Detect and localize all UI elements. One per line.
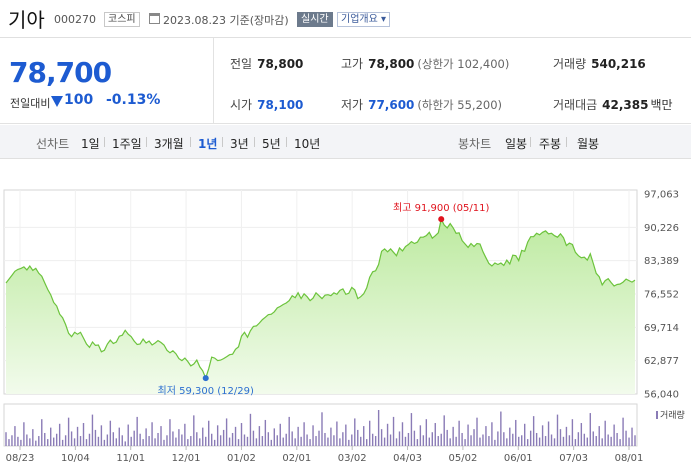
period-toolbar: 선차트 1일 1주일 3개월 1년 3년 5년 10년 봉차트 일봉 주봉 월봉 [0,125,691,159]
x-tick-label: 01/02 [227,453,256,464]
x-tick-label: 10/04 [61,453,90,464]
line-chart-label: 선차트 [36,137,70,151]
y-tick-label: 62,877 [644,356,679,367]
x-tick-label: 08/01 [615,453,644,464]
high-cell: 고가 78,800 (상한가 102,400) [341,55,509,72]
y-tick-label: 90,226 [644,223,679,234]
volume-legend: 거래량 [656,408,685,421]
candle-daily[interactable]: 일봉 [505,137,528,151]
separator [222,137,223,147]
divider [213,38,214,124]
y-tick-label: 76,552 [644,290,679,301]
volume-value: 540,216 [591,57,646,71]
price-line [5,217,636,380]
price-area [6,219,635,394]
open-cell: 시가 78,100 [230,96,303,113]
y-tick-label: 69,714 [644,323,679,334]
x-tick-label: 08/23 [6,453,35,464]
quote-date: 2023.08.23 기준(장마감) [163,14,289,27]
period-10y[interactable]: 10년 [294,137,321,151]
x-tick-label: 04/03 [393,453,422,464]
lower-limit: (하한가 55,200) [417,98,503,112]
candle-chart-label: 봉차트 [458,137,492,151]
period-1w[interactable]: 1주일 [112,137,142,151]
price-chart[interactable]: 97,063 90,226 83,389 76,552 69,714 62,877 56,0… [0,186,691,471]
amount-cell: 거래대금 42,385 백만 [553,96,673,113]
separator [566,137,567,147]
y-tick-label: 56,040 [644,390,679,401]
separator [104,137,105,147]
separator [146,137,147,147]
x-tick-label: 12/01 [172,453,201,464]
volume-cell: 거래량 540,216 [553,55,646,72]
y-tick-label: 83,389 [644,256,679,267]
period-5y[interactable]: 5년 [262,137,281,151]
amount-label: 거래대금 [553,98,598,112]
down-arrow-icon [51,96,63,107]
period-3y[interactable]: 3년 [230,137,249,151]
volume-frame [3,403,638,447]
low-value: 77,600 [368,98,415,112]
x-tick-label: 07/03 [559,453,588,464]
y-tick-label: 97,063 [644,190,679,201]
candle-weekly[interactable]: 주봉 [539,137,562,151]
prev-close-cell: 전일 78,800 [230,55,303,72]
high-marker [438,216,445,223]
x-tick-label: 02/01 [282,453,311,464]
amount-unit: 백만 [650,98,673,112]
separator [254,137,255,147]
x-tick-label: 06/01 [504,453,533,464]
corp-info-dropdown[interactable]: 기업개요 ▾ [337,12,390,27]
x-tick-label: 03/02 [338,453,367,464]
upper-limit: (상한가 102,400) [417,57,510,71]
realtime-button[interactable]: 실시간 [297,12,333,27]
open-label: 시가 [230,98,253,112]
stock-name: 기아 [8,8,45,32]
period-1d[interactable]: 1일 [81,137,100,151]
change-percent: -0.13% [106,92,161,108]
x-tick-label: 05/02 [448,453,477,464]
amount-value: 42,385 [602,98,649,112]
low-label: 저가 [341,98,364,112]
x-tick-label: 11/01 [116,453,145,464]
separator [190,137,191,147]
stock-code: 000270 [54,13,96,26]
prev-close-value: 78,800 [257,57,304,71]
high-annotation: 최고 91,900 (05/11) [393,202,489,214]
volume-label: 거래량 [553,57,587,71]
change-value: 100 [64,92,94,108]
low-annotation: 최저 59,300 (12/29) [158,385,254,397]
low-cell: 저가 77,600 (하한가 55,200) [341,96,502,113]
high-value: 78,800 [368,57,415,71]
low-marker [202,375,209,382]
candle-monthly[interactable]: 월봉 [577,137,600,151]
prev-close-label: 전일 [230,57,253,71]
stock-header: 기아 000270 코스피 2023.08.23 기준(장마감) 실시간 기업개… [0,0,691,38]
period-3m[interactable]: 3개월 [154,137,184,151]
current-price: 78,700 [9,56,112,89]
market-badge: 코스피 [104,12,140,27]
change-label: 전일대비 [10,97,51,110]
period-1y[interactable]: 1년 [198,137,218,151]
high-label: 고가 [341,57,364,71]
open-value: 78,100 [257,98,304,112]
separator [286,137,287,147]
price-chart-svg: 97,063 90,226 83,389 76,552 69,714 62,877 56,0… [3,189,679,464]
separator [530,137,531,147]
calendar-icon [149,13,160,24]
quote-panel: 78,700 전일대비 100 -0.13% 전일 78,800 고가 78,800… [0,38,691,124]
